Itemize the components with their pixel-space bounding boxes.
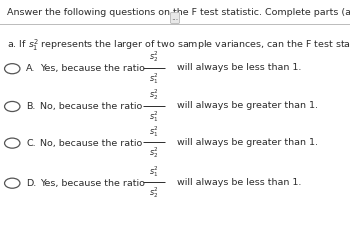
Text: B.: B. xyxy=(26,102,36,111)
Text: $s_2^2$: $s_2^2$ xyxy=(149,49,159,64)
Text: No, because the ratio: No, because the ratio xyxy=(40,139,142,148)
Text: $s_1^2$: $s_1^2$ xyxy=(149,109,159,124)
Text: A.: A. xyxy=(26,64,36,73)
Text: $s_2^2$: $s_2^2$ xyxy=(149,185,159,200)
Text: will always be less than 1.: will always be less than 1. xyxy=(177,178,301,187)
Text: Answer the following questions on the F test statistic. Complete parts (a) throu: Answer the following questions on the F … xyxy=(7,8,350,17)
Text: ...: ... xyxy=(172,14,178,22)
Text: a. If $s_1^2$ represents the larger of two sample variances, can the F test stat: a. If $s_1^2$ represents the larger of t… xyxy=(7,38,350,53)
Text: $s_2^2$: $s_2^2$ xyxy=(149,145,159,160)
Text: Yes, because the ratio: Yes, because the ratio xyxy=(40,64,145,73)
Text: C.: C. xyxy=(26,139,36,148)
Text: $s_1^2$: $s_1^2$ xyxy=(149,124,159,139)
Text: No, because the ratio: No, because the ratio xyxy=(40,102,142,111)
Text: $s_2^2$: $s_2^2$ xyxy=(149,87,159,102)
Text: will always be greater than 1.: will always be greater than 1. xyxy=(177,101,318,110)
Text: D.: D. xyxy=(26,179,36,188)
Text: $s_1^2$: $s_1^2$ xyxy=(149,71,159,86)
Text: will always be greater than 1.: will always be greater than 1. xyxy=(177,138,318,147)
Text: will always be less than 1.: will always be less than 1. xyxy=(177,63,301,72)
Text: Yes, because the ratio: Yes, because the ratio xyxy=(40,179,145,188)
Text: $s_1^2$: $s_1^2$ xyxy=(149,164,159,179)
